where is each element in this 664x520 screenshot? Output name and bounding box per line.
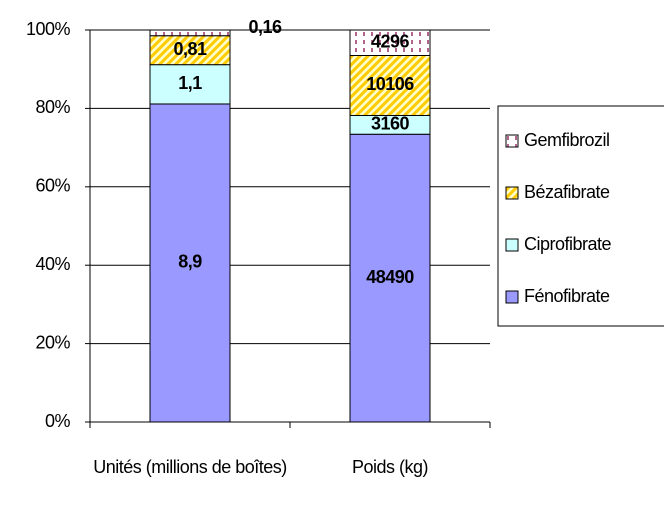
legend-swatch xyxy=(505,290,519,304)
data-label: 10106 xyxy=(366,74,414,94)
data-label: 48490 xyxy=(366,267,414,287)
y-tick-label: 40% xyxy=(35,254,70,274)
y-tick-label: 20% xyxy=(35,332,70,352)
legend-label: Bézafibrate xyxy=(524,182,610,202)
bar-segment xyxy=(349,29,431,56)
bar-segment xyxy=(349,54,431,116)
x-tick-label: Unités (millions de boîtes) xyxy=(93,457,287,477)
y-tick-label: 80% xyxy=(35,97,70,117)
legend-swatch xyxy=(505,186,519,200)
data-label: 8,9 xyxy=(178,252,202,272)
data-label: 3160 xyxy=(371,114,410,134)
bar-segment xyxy=(149,35,231,66)
legend-swatch xyxy=(505,134,519,148)
legend-label: Ciprofibrate xyxy=(524,234,612,254)
x-tick-label: Poids (kg) xyxy=(351,457,429,477)
bar-segment xyxy=(149,64,231,105)
data-label: 4296 xyxy=(371,31,410,51)
y-tick-label: 0% xyxy=(45,411,71,431)
bar-segment xyxy=(349,133,431,423)
bar-segment xyxy=(149,29,231,37)
bar-segment xyxy=(149,103,231,423)
legend-label: Fénofibrate xyxy=(524,286,610,306)
y-tick-label: 100% xyxy=(26,19,71,39)
data-label: 1,1 xyxy=(178,73,202,93)
legend-box xyxy=(497,105,664,327)
data-label: 0,81 xyxy=(173,39,207,59)
legend-label: Gemfibrozil xyxy=(524,130,610,150)
legend-swatch xyxy=(505,238,519,252)
y-tick-label: 60% xyxy=(35,176,70,196)
data-label: 0,16 xyxy=(248,17,282,37)
